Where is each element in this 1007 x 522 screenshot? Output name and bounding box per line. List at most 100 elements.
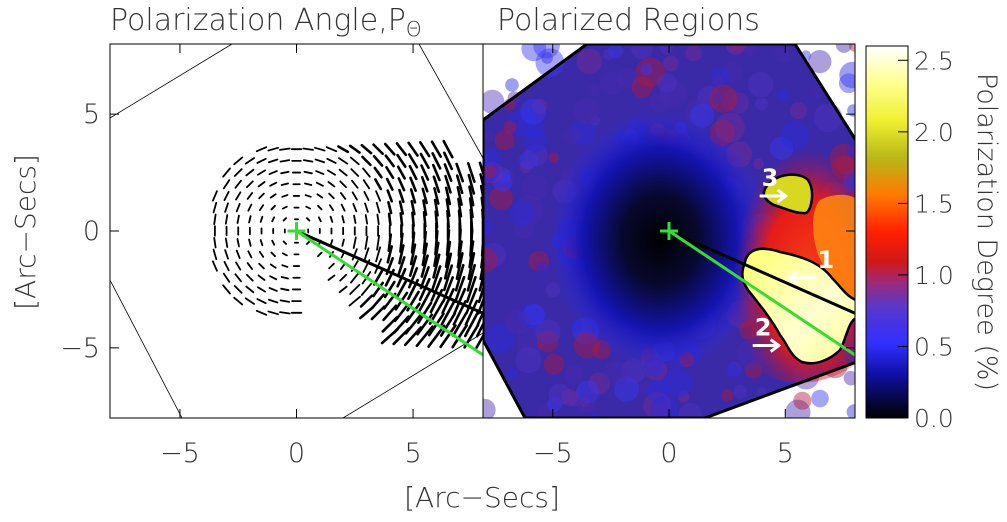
polarization-vector [417, 289, 432, 313]
polarization-vector [279, 299, 291, 303]
polarization-vector [397, 177, 406, 192]
polarization-vector [434, 210, 439, 229]
polarization-vector [280, 276, 289, 280]
heatmap-blob [721, 389, 734, 402]
polarization-vector [224, 214, 229, 225]
polarization-vector [431, 152, 442, 170]
heatmap-blob [712, 75, 725, 88]
heatmap-blob [503, 120, 517, 134]
polarization-vector [269, 263, 277, 269]
heatmap-blob [519, 106, 537, 124]
polarization-vector [270, 251, 276, 258]
polarization-vector [464, 299, 479, 326]
polarization-vector [281, 252, 288, 257]
polarization-vector [267, 146, 279, 152]
polarization-vector [443, 163, 453, 182]
heatmap-blob [548, 383, 571, 406]
heatmap-blob [726, 44, 737, 53]
field-outline [110, 44, 483, 418]
polarization-vector [235, 261, 242, 271]
polarization-vector [281, 194, 289, 198]
polarization-vector [302, 159, 314, 163]
heatmap-blob [531, 98, 548, 115]
polarization-vector [444, 186, 452, 206]
polarization-vector [337, 145, 350, 154]
polarization-vector [236, 238, 240, 248]
right-panel-title: Polarized Regions [497, 3, 760, 38]
polarization-vector [383, 142, 396, 156]
polarization-vector [398, 188, 405, 204]
heatmap-blob [843, 370, 855, 386]
heatmap-blob [726, 361, 742, 377]
polarization-vector [364, 235, 369, 250]
left-panel-lines [287, 222, 483, 357]
polarization-vector [373, 166, 383, 179]
polarization-vector [372, 143, 384, 156]
heatmap-blob [563, 364, 584, 385]
polarization-vector [404, 314, 422, 335]
polarization-vector [235, 191, 242, 201]
heatmap-blob [685, 44, 702, 62]
polarization-vector [211, 260, 218, 272]
heatmap-blob [545, 282, 561, 298]
x-tick-label: 5 [404, 438, 421, 469]
polarization-vector [439, 324, 457, 349]
polarization-vector [339, 192, 347, 200]
axis-ticks [110, 44, 855, 418]
polarization-vector [387, 212, 392, 227]
polarization-vector [362, 179, 371, 190]
heatmap-blob [847, 104, 855, 117]
y-tick-label: 0 [83, 216, 100, 247]
polarization-vector [359, 306, 374, 320]
polarization-vector [419, 152, 430, 170]
polarization-vector [433, 198, 439, 217]
heatmap-orange-region [813, 194, 855, 299]
polarization-vector [405, 302, 421, 324]
polarization-vector [258, 262, 265, 270]
colorbar: 0.0 0.5 1.0 1.5 2.0 2.5 Polarization Degree (… [865, 45, 1002, 433]
polarization-vector [338, 157, 349, 165]
polarization-vector [444, 174, 452, 194]
heatmap-blob [535, 261, 549, 274]
polarization-vector [350, 272, 360, 284]
polarization-vector [247, 203, 253, 212]
polarization-vector [326, 157, 337, 164]
heatmap-blob [483, 148, 502, 172]
x-tick-label: −5 [533, 438, 573, 469]
heatmap-blob [663, 367, 693, 398]
polarization-vector [430, 277, 443, 302]
heatmap-blob [662, 55, 679, 72]
heatmap-blob [566, 391, 582, 407]
polarization-vector [348, 144, 361, 154]
polarization-vector [269, 181, 278, 187]
polarization-vector [364, 202, 369, 213]
polarization-vector [478, 272, 483, 292]
heatmap-blob [521, 44, 547, 62]
colorbar-gradient [865, 45, 909, 419]
region-annotations: 1 2 3 [752, 164, 834, 353]
polarization-vector [407, 141, 419, 157]
polarization-vector [269, 275, 278, 281]
heatmap-blob [519, 160, 532, 173]
polarization-vector [433, 187, 440, 205]
polarization-vector [465, 275, 477, 304]
annotation-label: 2 [755, 314, 772, 342]
heatmap-blob [543, 353, 565, 375]
heatmap-blob [659, 80, 688, 108]
colorbar-tick-label: 2.5 [914, 46, 954, 75]
heatmap-blob [535, 319, 561, 345]
heatmap-blob [576, 380, 600, 404]
heatmap-blob [536, 330, 559, 353]
polarization-vector [454, 275, 466, 303]
heatmap-blob [650, 396, 679, 418]
heatmap-blob [744, 44, 758, 56]
polarization-vector [212, 248, 218, 261]
polarization-vector [419, 266, 430, 290]
heatmap-blob [603, 360, 629, 386]
heatmap-blob [722, 62, 743, 83]
heatmap-blob [838, 73, 855, 94]
polarization-vector [362, 167, 371, 178]
polarization-vector [267, 310, 279, 316]
polarization-vector [280, 182, 289, 186]
heatmap-blob [521, 174, 548, 201]
